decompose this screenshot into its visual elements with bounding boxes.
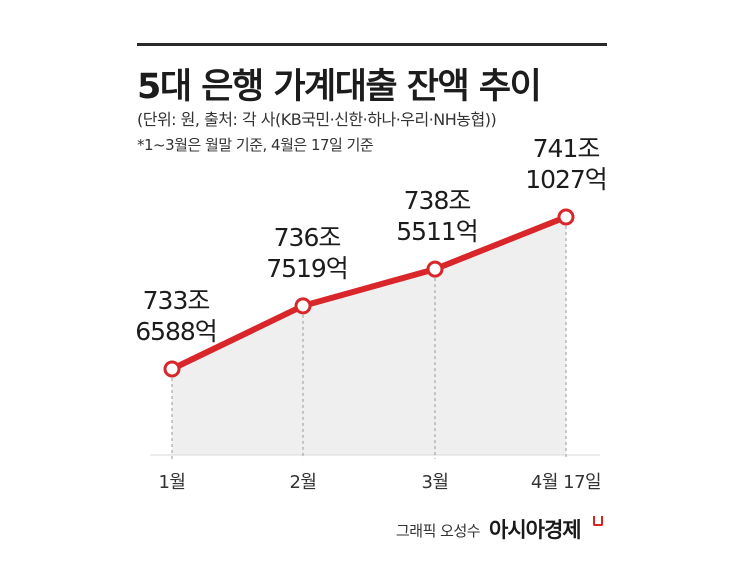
top-rule <box>137 43 607 46</box>
chart-subtitle: (단위: 원, 출처: 각 사(KB국민·신한·하나·우리·NH농협)) <box>137 110 497 129</box>
x-tick-label: 1월 <box>158 472 185 493</box>
data-label-hundred-million: 7519억 <box>266 254 348 283</box>
area-fill <box>172 217 566 455</box>
data-point <box>426 260 444 278</box>
data-point <box>557 208 575 226</box>
data-point <box>294 297 312 315</box>
chart-note: *1~3월은 월말 기준, 4월은 17일 기준 <box>137 136 374 154</box>
x-tick-label: 4월 17일 <box>531 472 601 493</box>
chart-title: 5대 은행 가계대출 잔액 추이 <box>137 67 542 107</box>
data-label-trillion: 733조 <box>143 286 210 315</box>
data-label-hundred-million: 6588억 <box>135 317 217 346</box>
x-tick-label: 2월 <box>289 472 316 493</box>
data-label-hundred-million: 1027억 <box>525 165 607 194</box>
x-tick-label: 3월 <box>421 472 448 493</box>
brand-mark-icon <box>593 516 603 526</box>
graphic-credit: 그래픽 오성수 <box>396 522 481 540</box>
brand-logo: 아시아경제 <box>489 518 582 542</box>
data-point <box>163 360 181 378</box>
data-label-trillion: 741조 <box>533 134 600 163</box>
data-label-trillion: 738조 <box>404 186 471 215</box>
data-label-trillion: 736조 <box>274 223 341 252</box>
data-label-hundred-million: 5511억 <box>396 217 478 246</box>
series-line <box>169 214 569 372</box>
